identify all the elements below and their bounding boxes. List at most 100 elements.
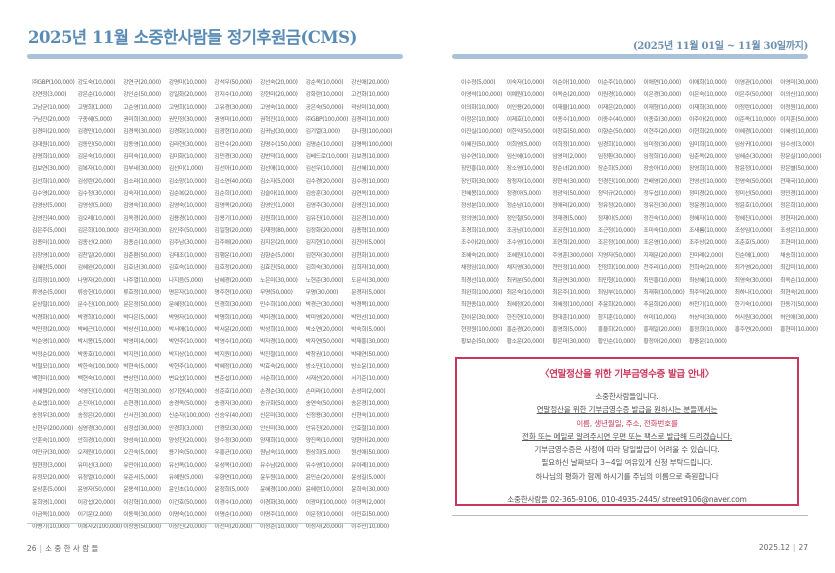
donor-entry: 함대훈(10,000) bbox=[552, 314, 590, 321]
donor-entry: 조춘호(5,000) bbox=[734, 240, 770, 247]
donor-entry: 김만수(20,000) bbox=[214, 141, 252, 148]
donor-entry: 백현미(10,000) bbox=[32, 376, 70, 383]
donor-entry: 장인화(30,000) bbox=[461, 178, 499, 185]
donor-entry: 박정순(20,000) bbox=[32, 351, 70, 358]
donor-entry: 박혜정(10,000) bbox=[214, 363, 252, 370]
donor-entry: 정순남(10,000) bbox=[506, 203, 545, 210]
issue-date: 2025.12 bbox=[758, 543, 790, 552]
donor-entry: 정애리(20,000) bbox=[552, 203, 590, 210]
donor-entry: 박명자(10,000) bbox=[168, 314, 207, 321]
donor-entry: 김경미(20,000) bbox=[32, 129, 70, 136]
donor-entry: 박자연(50,000) bbox=[305, 339, 344, 346]
donor-entry: 방소윤(10,000) bbox=[351, 363, 389, 370]
donor-entry: 무명(30,000) bbox=[305, 289, 339, 296]
donor-entry: 민수희(100,000) bbox=[259, 302, 301, 309]
donor-entry: 최민홍(10,000) bbox=[643, 277, 681, 284]
donor-entry: 최민형(10,000) bbox=[597, 277, 636, 284]
donor-entry: 홍순경(20,000) bbox=[506, 326, 545, 333]
donor-entry: 전영숙(50,000) bbox=[734, 178, 773, 185]
donor-entry: 박숙희(5,000) bbox=[351, 326, 386, 333]
donor-entry: 장윤정(10,000) bbox=[734, 166, 773, 173]
donor-entry: 강신애(20,000) bbox=[351, 80, 389, 86]
donor-entry: 박시몽(15,000) bbox=[77, 339, 116, 346]
donor-entry: 박명희(10,000) bbox=[214, 314, 252, 321]
donor-entry: 정유정(20,000) bbox=[597, 203, 636, 210]
donor-entry: 이영관(10,000) bbox=[734, 80, 773, 86]
donor-entry: 손성미(2,000) bbox=[351, 388, 386, 395]
donor-entry: 이희영(5,000) bbox=[506, 141, 542, 148]
donor-entry: 고순영(10,000) bbox=[123, 104, 161, 111]
donor-entry: 김경옥(30,000) bbox=[123, 129, 161, 136]
donor-entry: 장순희(5,000) bbox=[597, 166, 633, 173]
donor-entry: 고명희(1,000) bbox=[77, 104, 113, 111]
donor-entry: 김귀남(30,000) bbox=[259, 129, 298, 136]
donor-entry: 김동민(50,000) bbox=[77, 141, 116, 148]
donor-entry: 손요셉(10,000) bbox=[32, 400, 70, 407]
donor-entry: 강현미(20,000) bbox=[259, 92, 298, 99]
donor-entry: 김선미(1,000) bbox=[168, 166, 204, 173]
donor-entry: 김명수(150,000) bbox=[259, 141, 301, 148]
notice-line: 하나님의 평화가 함께 하시기를 주님의 이름으로 축원합니다 bbox=[535, 471, 719, 481]
donor-entry: 이명숙(10,000) bbox=[168, 512, 207, 519]
donor-entry: 김번덕(10,000) bbox=[259, 154, 298, 161]
donor-entry: 정미선(50,000) bbox=[734, 191, 773, 198]
donor-entry: 김호숙(10,000) bbox=[168, 265, 207, 272]
donor-entry: 강지수(10,000) bbox=[214, 92, 252, 99]
donor-entry: 정민경(10,000) bbox=[780, 191, 818, 198]
donor-entry: 장은별(50,000) bbox=[780, 166, 818, 173]
donor-entry: 박미영(20,000) bbox=[305, 314, 344, 321]
donor-entry: 류영순(5,000) bbox=[32, 289, 67, 296]
donor-entry: 이성순(10,000) bbox=[259, 524, 298, 531]
donor-entry: 홍주연(20,000) bbox=[734, 326, 773, 333]
donor-entry: 백현숙(10,000) bbox=[77, 376, 116, 383]
donor-entry: 김민경(30,000) bbox=[214, 154, 252, 161]
donor-entry: 정윤호(10,000) bbox=[734, 203, 773, 210]
donor-entry: 성기현(40,000) bbox=[168, 388, 207, 395]
donor-entry: 조공남(10,000) bbox=[506, 228, 545, 235]
donor-entry: 김미숙(10,000) bbox=[123, 154, 161, 161]
donor-entry: 김연옥(10,000) bbox=[351, 191, 389, 198]
donor-entry: 박영미(4,000) bbox=[123, 339, 158, 346]
donor-entry: 임미정(30,000) bbox=[643, 141, 681, 148]
donor-entry: 김종혁(10,000) bbox=[351, 228, 389, 235]
donor-entry: ㈜GBP(100,000) bbox=[305, 117, 349, 124]
donor-entry: 권혁진(10,000) bbox=[259, 117, 298, 124]
donor-entry: 이경수(10,000) bbox=[214, 499, 252, 506]
donor-entry: 진미례(2,000) bbox=[688, 252, 724, 259]
donor-entry: 최주덕(20,000) bbox=[688, 289, 727, 296]
donor-entry: 손진아(10,000) bbox=[77, 400, 116, 407]
donor-entry: 김경리(10,000) bbox=[351, 117, 389, 124]
donor-entry: 김명옥(100,000) bbox=[351, 141, 393, 148]
donor-entry: 윤혜경(100,000) bbox=[259, 487, 301, 494]
donor-entry: 장승아(10,000) bbox=[643, 166, 681, 173]
donor-entry: 강연정(3,000) bbox=[32, 92, 67, 99]
donor-entry: 김선아(10,000) bbox=[214, 166, 252, 173]
donor-entry: 최갑미(10,000) bbox=[780, 265, 818, 272]
donor-entry: 이원경(10,000) bbox=[597, 92, 636, 99]
donor-entry: 김순희(10,000) bbox=[214, 191, 252, 198]
donor-entry: 정유진(30,000) bbox=[643, 203, 681, 210]
donor-entry: 김선우(10,000) bbox=[305, 166, 344, 173]
donor-entry: 조은영(10,000) bbox=[643, 240, 681, 247]
donor-entry: 김영진(10,000) bbox=[351, 203, 389, 210]
donor-entry: 이성자(20,000) bbox=[305, 524, 344, 531]
donor-entry: 이은경(30,000) bbox=[643, 92, 681, 99]
donor-entry: 오진숙(5,000) bbox=[123, 450, 158, 457]
donor-entry: 조혜숙(20,000) bbox=[461, 252, 499, 259]
donor-entry: 정미경(20,000) bbox=[688, 191, 727, 198]
donor-entry: 우홍균(10,000) bbox=[214, 450, 252, 457]
donor-entry: 이순주(10,000) bbox=[597, 80, 636, 86]
donor-entry: 서순희(10,000) bbox=[259, 376, 298, 383]
donor-entry: 이애연(10,000) bbox=[643, 80, 681, 86]
footer-separator: | bbox=[792, 543, 796, 552]
donor-entry: 김영성(5,000) bbox=[77, 203, 113, 210]
donor-entry: 성준호(10,000) bbox=[214, 388, 252, 395]
donor-entry: 정혜진(10,000) bbox=[734, 215, 773, 222]
donor-entry: 석영진(10,000) bbox=[77, 388, 116, 395]
donor-entry: 김명희(10,000) bbox=[32, 154, 70, 161]
donor-entry: 천희숙(20,000) bbox=[688, 265, 727, 272]
donor-entry: 임상귀(10,000) bbox=[734, 141, 773, 148]
donor-entry: 이종수(10,000) bbox=[552, 117, 590, 124]
donor-entry: 김찬일(20,000) bbox=[77, 252, 116, 259]
donor-entry: 천주리(10,000) bbox=[643, 265, 681, 272]
